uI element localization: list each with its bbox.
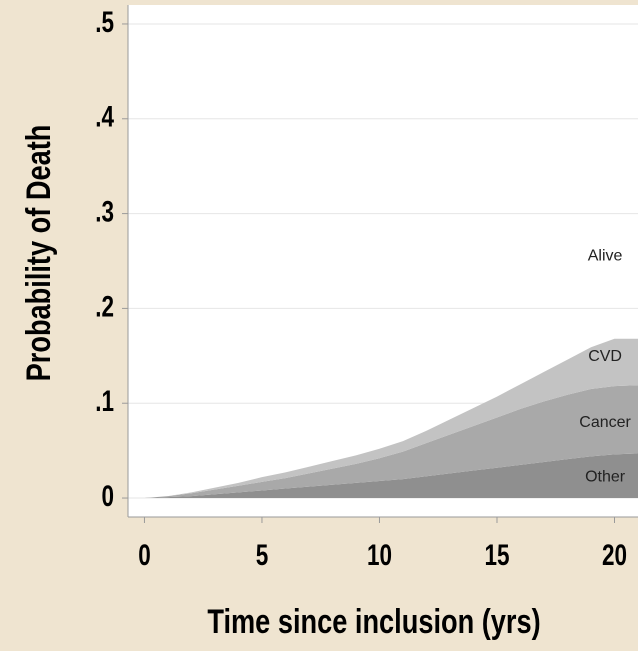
region-label-cvd: CVD [588,348,622,365]
area-cvd [144,338,638,499]
region-label-cancer: Cancer [579,414,631,431]
y-tick-label-0: 0 [101,479,114,513]
area-cancer [144,385,638,499]
x-axis-title: Time since inclusion (yrs) [207,602,540,641]
region-label-other: Other [585,468,626,485]
y-tick-label-4: .4 [95,100,114,134]
y-tick-label-2: .2 [95,289,114,323]
x-tick-label-0: 0 [138,538,151,572]
y-tick-label-3: .3 [95,194,114,228]
y-axis-ticks: 0 .1 .2 .3 .4 .5 [95,5,128,513]
y-axis-title: Probability of Death [19,125,58,382]
x-tick-label-2: 10 [367,538,392,572]
region-label-alive: Alive [588,247,623,264]
x-tick-label-1: 5 [256,538,269,572]
y-tick-label-1: .1 [95,384,114,418]
region-labels: Alive CVD Cancer Other [579,247,631,485]
x-tick-label-3: 15 [484,538,509,572]
x-tick-label-4: 20 [602,538,627,572]
y-tick-label-5: .5 [95,5,114,39]
area-other [144,453,638,499]
x-axis-ticks: 0 5 10 15 20 [138,517,627,572]
area-series-group [144,338,638,499]
